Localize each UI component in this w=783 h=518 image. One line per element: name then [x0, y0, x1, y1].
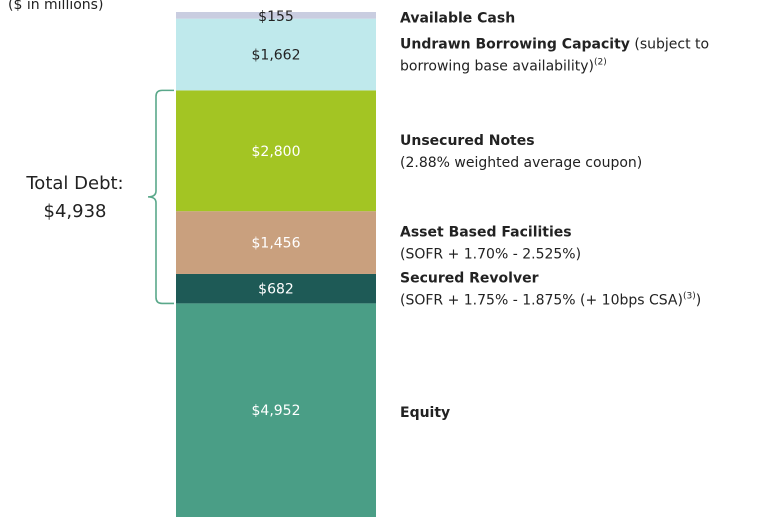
- detail-text: (SOFR + 1.70% - 2.525%): [400, 247, 581, 263]
- legend-name: Secured Revolver: [400, 271, 539, 287]
- legend-name: Available Cash: [400, 10, 515, 26]
- value-label: $1,456: [252, 236, 301, 252]
- total-debt-label: $4,938: [44, 201, 107, 222]
- value-label: $1,662: [252, 48, 301, 64]
- legend-detail: borrowing base availability)(2): [400, 57, 607, 75]
- bar-segment: [176, 12, 376, 19]
- legend-label: Undrawn Borrowing Capacity (subject to: [400, 37, 709, 53]
- bar-segment: [176, 273, 376, 304]
- legend-detail: (SOFR + 1.75% - 1.875% (+ 10bps CSA)(3)): [400, 291, 701, 309]
- legend-name: Undrawn Borrowing Capacity: [400, 37, 630, 53]
- detail-text: (2.88% weighted average coupon): [400, 155, 642, 171]
- value-label: $2,800: [252, 144, 301, 160]
- value-label: $682: [258, 282, 294, 298]
- value-label: $155: [258, 9, 294, 25]
- legend-label: Asset Based Facilities: [400, 225, 572, 241]
- bar-segment: [176, 90, 376, 212]
- footnote-mark: (2): [594, 57, 607, 67]
- detail-text: borrowing base availability): [400, 59, 594, 75]
- legend-detail: (2.88% weighted average coupon): [400, 155, 642, 171]
- bar-segment: [176, 211, 376, 274]
- debt-brace: [147, 89, 174, 305]
- subtitle: ($ in millions): [8, 0, 103, 13]
- legend-detail: (SOFR + 1.70% - 2.525%): [400, 247, 581, 263]
- legend-label: Equity: [400, 405, 450, 421]
- bar-segment: [176, 18, 376, 91]
- legend-name: Equity: [400, 405, 450, 421]
- footnote-mark: (3): [683, 291, 696, 301]
- value-label: $4,952: [252, 403, 301, 419]
- legend-label: Available Cash: [400, 10, 515, 26]
- detail-text: (SOFR + 1.75% - 1.875% (+ 10bps CSA): [400, 293, 683, 309]
- legend-label: Secured Revolver: [400, 271, 539, 287]
- legend-name-tail: (subject to: [630, 37, 709, 53]
- legend-name: Asset Based Facilities: [400, 225, 572, 241]
- total-debt-label: Total Debt:: [25, 173, 123, 194]
- legend-label: Unsecured Notes: [400, 133, 535, 149]
- bar-segment: [176, 303, 376, 517]
- legend-name: Unsecured Notes: [400, 133, 535, 149]
- detail-text: ): [696, 293, 701, 309]
